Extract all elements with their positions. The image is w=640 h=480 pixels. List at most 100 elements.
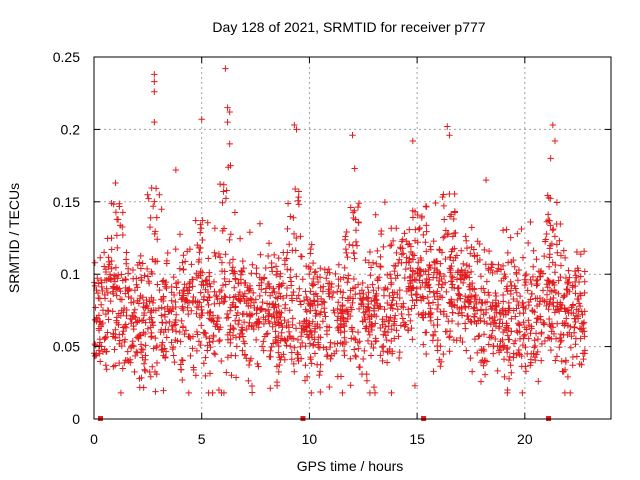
data-point: [434, 347, 441, 354]
data-point: [150, 345, 157, 352]
data-point: [545, 217, 552, 224]
data-point: [485, 341, 492, 348]
data-point: [323, 275, 330, 282]
data-point: [534, 295, 541, 302]
data-point: [475, 333, 482, 340]
data-point: [361, 316, 369, 324]
data-point: [389, 305, 396, 312]
data-point: [423, 329, 430, 336]
data-point: [548, 320, 556, 327]
data-point: [408, 291, 415, 299]
data-point: [125, 293, 132, 301]
data-point: [227, 335, 234, 343]
data-point: [164, 249, 171, 257]
data-point: [193, 303, 201, 311]
data-point: [446, 254, 453, 261]
data-point: [477, 378, 485, 385]
data-point: [97, 358, 104, 365]
data-point: [228, 352, 235, 359]
data-point: [286, 333, 294, 341]
data-point: [319, 318, 327, 325]
data-point: [409, 214, 417, 221]
data-point: [249, 261, 256, 268]
data-point: [495, 349, 503, 356]
data-point: [431, 259, 439, 266]
data-point: [561, 389, 569, 397]
data-point: [181, 330, 188, 338]
data-point: [406, 255, 413, 262]
data-point: [185, 333, 192, 340]
data-point: [241, 340, 248, 347]
data-point: [423, 275, 431, 283]
data-point: [388, 241, 395, 249]
data-point: [291, 121, 298, 129]
data-point: [294, 197, 302, 204]
data-point: [388, 225, 395, 232]
y-tick-label: 0.05: [53, 339, 80, 355]
data-point: [407, 273, 414, 280]
data-point: [465, 283, 473, 290]
data-point: [440, 234, 447, 241]
data-point: [199, 236, 206, 244]
data-point: [257, 251, 264, 258]
data-point: [245, 377, 252, 385]
data-point: [367, 264, 375, 271]
data-point: [576, 302, 584, 310]
data-point: [423, 248, 430, 255]
data-point: [539, 319, 547, 326]
data-point: [205, 389, 212, 397]
data-point: [351, 165, 358, 172]
data-point: [566, 288, 573, 295]
data-point: [527, 362, 534, 369]
data-point: [574, 265, 581, 272]
data-point: [113, 292, 120, 299]
data-point: [434, 288, 441, 295]
data-point: [280, 351, 287, 358]
data-point: [112, 264, 120, 271]
data-point: [323, 346, 330, 353]
data-point: [240, 310, 248, 318]
data-point: [114, 271, 122, 279]
data-point: [92, 304, 99, 311]
data-point: [179, 259, 186, 266]
data-point: [380, 243, 387, 251]
data-point: [443, 288, 450, 296]
data-point: [94, 275, 101, 282]
data-point: [280, 249, 287, 256]
data-point: [232, 275, 239, 282]
data-point: [327, 355, 334, 363]
data-point: [388, 302, 395, 309]
data-point: [352, 227, 360, 234]
data-point: [302, 342, 309, 350]
data-point: [176, 328, 184, 336]
data-point: [534, 276, 541, 284]
data-point: [197, 272, 204, 280]
data-point: [571, 267, 579, 275]
data-point: [300, 318, 308, 325]
data-point: [467, 250, 474, 257]
data-point: [310, 281, 318, 288]
data-point: [111, 278, 119, 285]
plot-frame: [93, 56, 612, 420]
data-point: [207, 343, 214, 351]
data-point: [265, 306, 272, 313]
data-point: [370, 286, 377, 294]
data-point: [529, 263, 537, 270]
data-point: [314, 278, 322, 286]
data-point: [348, 335, 355, 342]
data-point: [374, 247, 381, 255]
data-point: [446, 131, 453, 139]
data-point: [551, 137, 559, 145]
data-point: [471, 335, 479, 343]
data-point: [279, 294, 287, 302]
data-point: [148, 319, 156, 327]
data-point: [486, 314, 493, 322]
data-point: [204, 309, 212, 317]
data-point: [212, 323, 219, 330]
data-point: [377, 230, 385, 238]
x-tick-label: 10: [302, 431, 318, 447]
data-point: [187, 352, 194, 360]
data-point: [372, 320, 379, 327]
data-point: [377, 324, 384, 332]
data-point: [168, 283, 175, 291]
